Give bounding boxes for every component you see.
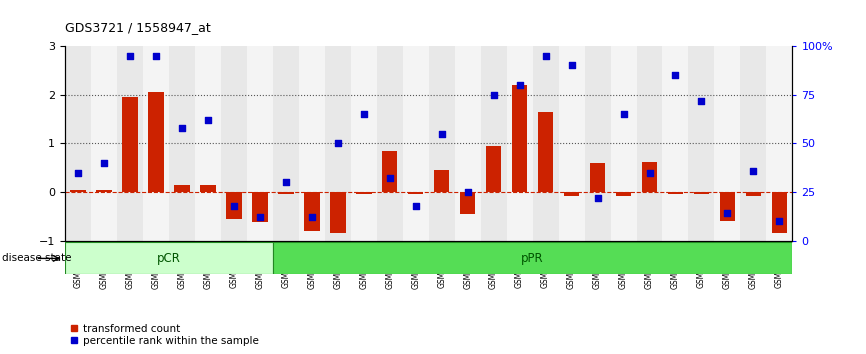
Bar [559,46,585,241]
Bar [299,46,325,241]
Point [331,141,345,146]
Bar [637,46,662,241]
Text: GDS3721 / 1558947_at: GDS3721 / 1558947_at [65,21,210,34]
Bar [772,192,787,233]
Bar [564,192,579,196]
Bar [481,46,507,241]
Bar [714,46,740,241]
Bar [720,192,735,221]
Bar [195,46,221,241]
Bar [377,46,403,241]
Bar [688,46,714,241]
Bar [273,46,299,241]
Bar [507,46,533,241]
Point [487,92,501,97]
Text: disease state: disease state [2,253,71,263]
Bar [70,190,86,192]
Point [253,215,267,220]
Bar [174,185,190,192]
Point [617,111,630,117]
Point [201,117,215,123]
Bar [694,192,709,194]
Bar [746,192,761,196]
Bar [616,192,631,196]
Bar [434,170,449,192]
Point [461,189,475,195]
Bar [65,242,273,274]
Bar [403,46,429,241]
Bar [668,192,683,194]
Bar [512,85,527,192]
Bar [538,112,553,192]
Point [565,63,578,68]
Bar [642,162,657,192]
Point [721,211,734,216]
Bar [148,92,164,192]
Bar [611,46,637,241]
Bar [65,46,91,241]
Text: pPR: pPR [521,252,544,265]
Bar [766,46,792,241]
Bar [143,46,169,241]
Bar [740,46,766,241]
Point [305,215,319,220]
Bar [304,192,320,231]
Point [123,53,137,58]
Bar [122,97,138,192]
Bar [200,185,216,192]
Bar [351,46,377,241]
Bar [429,46,455,241]
Point [746,168,760,173]
Bar [247,46,273,241]
Bar [96,190,112,192]
Bar [585,46,611,241]
Point [591,195,604,201]
Bar [382,151,397,192]
Bar [278,192,294,194]
Point [772,218,786,224]
Bar [330,192,346,233]
Bar [590,163,605,192]
Bar [221,46,247,241]
Point [643,170,656,175]
Point [227,203,241,209]
Point [539,53,553,58]
Point [279,179,293,185]
Bar [486,146,501,192]
Bar [117,46,143,241]
Bar [252,192,268,222]
Bar [356,192,372,194]
Point [695,98,708,103]
Point [97,160,111,166]
Bar [325,46,351,241]
Bar [533,46,559,241]
Bar [455,46,481,241]
Legend: transformed count, percentile rank within the sample: transformed count, percentile rank withi… [70,324,259,346]
Bar [408,192,423,194]
Point [409,203,423,209]
Bar [460,192,475,214]
Bar [169,46,195,241]
Bar [273,242,792,274]
Point [149,53,163,58]
Point [513,82,527,88]
Text: pCR: pCR [157,252,181,265]
Bar [226,192,242,219]
Bar [662,46,688,241]
Point [175,125,189,131]
Point [383,176,397,181]
Bar [91,46,117,241]
Point [71,170,85,175]
Point [357,111,371,117]
Point [669,72,682,78]
Point [435,131,449,136]
